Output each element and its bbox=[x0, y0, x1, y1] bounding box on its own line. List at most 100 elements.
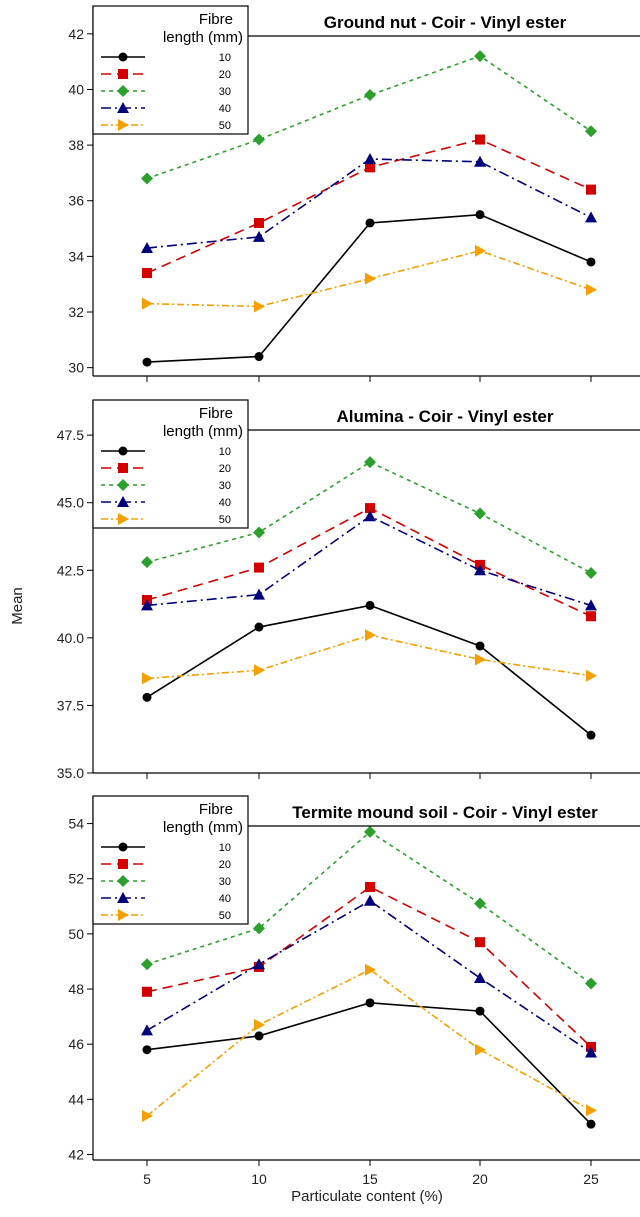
data-point-30mm bbox=[585, 977, 597, 990]
y-tick-label: 54 bbox=[68, 816, 84, 832]
legend-entry-label: 40 bbox=[219, 103, 231, 115]
data-point-20mm bbox=[475, 937, 485, 948]
data-point-30mm bbox=[141, 958, 153, 971]
data-point-40mm bbox=[364, 510, 376, 522]
x-tick-label: 15 bbox=[362, 1171, 378, 1187]
legend-marker-10mm bbox=[118, 842, 128, 852]
y-tick-label: 45.0 bbox=[57, 495, 84, 511]
legend-entry-label: 30 bbox=[219, 876, 231, 888]
data-point-40mm bbox=[585, 211, 597, 223]
series-line-40mm bbox=[146, 899, 592, 1054]
data-point-30mm bbox=[253, 922, 265, 935]
y-tick-label: 42 bbox=[68, 26, 84, 42]
y-tick-label: 42.5 bbox=[57, 562, 84, 578]
data-point-50mm bbox=[475, 244, 486, 257]
data-point-40mm bbox=[253, 958, 265, 970]
y-tick-label: 44 bbox=[68, 1091, 84, 1107]
legend-entry-label: 10 bbox=[219, 446, 231, 458]
legend-title: Fibre bbox=[199, 405, 233, 422]
data-point-40mm bbox=[585, 1046, 597, 1058]
legend-entry-label: 40 bbox=[219, 497, 231, 509]
data-point-10mm bbox=[475, 641, 485, 651]
panel-2: 35.0 37.5 40.0 42.5 45.0 47.5 Alumina - Coir -… bbox=[57, 399, 640, 781]
legend-entry-label: 50 bbox=[219, 910, 231, 922]
data-point-10mm bbox=[475, 1006, 485, 1016]
data-point-20mm bbox=[365, 882, 375, 892]
x-axis-label: Particulate content (%) bbox=[291, 1188, 443, 1205]
y-tick-label: 40 bbox=[68, 81, 84, 97]
legend-entry-label: 50 bbox=[219, 120, 231, 132]
data-point-50mm bbox=[475, 1043, 486, 1056]
data-point-50mm bbox=[586, 669, 597, 682]
data-point-30mm bbox=[364, 825, 376, 838]
data-point-40mm bbox=[364, 894, 376, 906]
data-point-20mm bbox=[365, 503, 375, 514]
legend-entry-label: 50 bbox=[219, 514, 231, 526]
data-point-50mm bbox=[142, 297, 153, 310]
legend-title: length (mm) bbox=[163, 819, 243, 836]
legend-marker-40mm bbox=[117, 892, 129, 903]
data-point-30mm bbox=[474, 507, 486, 520]
data-point-50mm bbox=[475, 653, 486, 666]
data-point-30mm bbox=[141, 556, 153, 569]
series-line-40mm bbox=[146, 515, 592, 607]
series-line-10mm bbox=[146, 1002, 592, 1125]
y-tick-label: 52 bbox=[68, 871, 84, 887]
legend-marker-30mm bbox=[117, 479, 129, 491]
data-point-10mm bbox=[254, 622, 264, 632]
data-point-10mm bbox=[586, 257, 596, 267]
legend-entry-label: 40 bbox=[219, 893, 231, 905]
data-point-50mm bbox=[365, 963, 376, 976]
series-line-40mm bbox=[146, 158, 592, 249]
series-line-20mm bbox=[146, 886, 592, 1048]
data-point-30mm bbox=[364, 456, 376, 469]
y-tick-label: 36 bbox=[68, 193, 84, 209]
legend-entry-label: 30 bbox=[219, 86, 231, 98]
data-point-10mm bbox=[365, 218, 375, 228]
data-point-40mm bbox=[474, 564, 486, 576]
legend-marker-30mm bbox=[117, 85, 129, 97]
panel-title: Termite mound soil - Coir - Vinyl ester bbox=[292, 803, 598, 822]
legend-entry-label: 20 bbox=[219, 463, 231, 475]
y-tick-label: 47.5 bbox=[57, 427, 84, 443]
series-line-10mm bbox=[146, 213, 592, 363]
legend-title: length (mm) bbox=[163, 423, 243, 440]
data-point-40mm bbox=[585, 599, 597, 611]
legend-entry-label: 20 bbox=[219, 69, 231, 81]
legend-marker-20mm bbox=[118, 463, 128, 473]
y-tick-label: 32 bbox=[68, 304, 84, 320]
data-point-30mm bbox=[474, 897, 486, 910]
data-point-20mm bbox=[254, 562, 264, 573]
data-point-30mm bbox=[364, 89, 376, 102]
data-point-50mm bbox=[586, 283, 597, 296]
legend-marker-50mm bbox=[118, 513, 129, 525]
series-line-30mm bbox=[146, 461, 592, 574]
panel-title: Alumina - Coir - Vinyl ester bbox=[337, 407, 554, 426]
legend-title: length (mm) bbox=[163, 29, 243, 46]
series-line-10mm bbox=[146, 604, 592, 736]
legend-marker-10mm bbox=[118, 446, 128, 456]
x-tick-label: 10 bbox=[251, 1171, 267, 1187]
legend-entry-label: 30 bbox=[219, 480, 231, 492]
data-point-10mm bbox=[142, 1045, 152, 1055]
data-point-30mm bbox=[474, 50, 486, 63]
y-tick-label: 48 bbox=[68, 981, 84, 997]
data-point-10mm bbox=[365, 600, 375, 610]
data-point-20mm bbox=[142, 268, 152, 279]
data-point-50mm bbox=[142, 1109, 153, 1122]
panel-title: Ground nut - Coir - Vinyl ester bbox=[324, 13, 567, 32]
legend-marker-20mm bbox=[118, 69, 128, 79]
legend-marker-30mm bbox=[117, 875, 129, 887]
data-point-40mm bbox=[253, 230, 265, 242]
y-tick-label: 35.0 bbox=[57, 765, 84, 781]
data-point-10mm bbox=[142, 357, 152, 367]
data-point-10mm bbox=[365, 998, 375, 1008]
y-tick-label: 30 bbox=[68, 360, 84, 376]
series-line-50mm bbox=[146, 634, 592, 680]
data-point-40mm bbox=[364, 153, 376, 165]
legend-marker-40mm bbox=[117, 102, 129, 113]
data-point-30mm bbox=[585, 125, 597, 138]
data-point-10mm bbox=[586, 1119, 596, 1129]
